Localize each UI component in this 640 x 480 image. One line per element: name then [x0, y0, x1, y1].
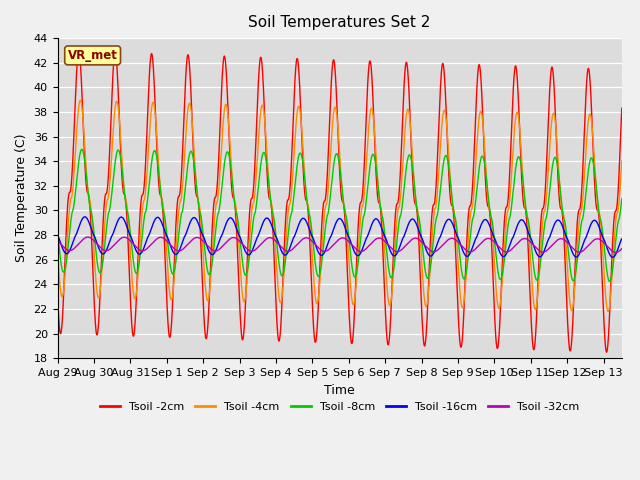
Tsoil -2cm [577, 201, 584, 207]
Tsoil -32cm [84, 234, 92, 240]
Tsoil -16cm [609, 254, 616, 260]
Tsoil -4cm [234, 219, 241, 225]
Tsoil -4cm [54, 248, 61, 253]
Tsoil -8cm [573, 255, 581, 261]
Tsoil -8cm [78, 146, 86, 152]
Tsoil -16cm [529, 241, 537, 247]
Legend: Tsoil -2cm, Tsoil -4cm, Tsoil -8cm, Tsoil -16cm, Tsoil -32cm: Tsoil -2cm, Tsoil -4cm, Tsoil -8cm, Tsoi… [96, 398, 584, 417]
Tsoil -16cm [54, 232, 61, 238]
Tsoil -2cm [54, 292, 61, 298]
Tsoil -4cm [76, 97, 84, 103]
Tsoil -8cm [577, 225, 584, 231]
Tsoil -8cm [529, 259, 537, 264]
Tsoil -2cm [87, 221, 95, 227]
Tsoil -32cm [529, 242, 537, 248]
Line: Tsoil -32cm: Tsoil -32cm [58, 237, 621, 252]
Tsoil -2cm [234, 246, 241, 252]
Tsoil -32cm [618, 246, 625, 252]
Tsoil -2cm [360, 169, 368, 175]
Tsoil -32cm [234, 236, 241, 242]
Tsoil -32cm [87, 235, 95, 241]
Line: Tsoil -8cm: Tsoil -8cm [58, 149, 621, 281]
Line: Tsoil -16cm: Tsoil -16cm [58, 217, 621, 257]
Tsoil -8cm [618, 196, 625, 202]
Tsoil -8cm [606, 278, 614, 284]
Tsoil -2cm [75, 48, 83, 54]
Tsoil -16cm [618, 236, 625, 242]
Tsoil -4cm [87, 204, 95, 210]
Tsoil -32cm [612, 250, 620, 255]
Tsoil -4cm [360, 195, 368, 201]
Tsoil -8cm [234, 214, 241, 220]
Tsoil -2cm [573, 217, 581, 223]
Y-axis label: Soil Temperature (C): Soil Temperature (C) [15, 134, 28, 263]
Tsoil -16cm [577, 248, 584, 254]
Tsoil -4cm [573, 242, 581, 248]
Title: Soil Temperatures Set 2: Soil Temperatures Set 2 [248, 15, 431, 30]
Tsoil -8cm [360, 213, 368, 218]
Tsoil -8cm [54, 229, 61, 235]
Tsoil -16cm [234, 228, 241, 234]
Tsoil -4cm [604, 309, 612, 314]
Tsoil -2cm [529, 344, 537, 350]
Tsoil -4cm [577, 210, 584, 216]
Tsoil -8cm [87, 208, 95, 214]
Tsoil -16cm [573, 254, 581, 260]
Tsoil -4cm [529, 293, 537, 299]
Tsoil -32cm [360, 248, 368, 253]
Tsoil -16cm [360, 242, 368, 248]
Tsoil -16cm [87, 225, 95, 230]
Tsoil -16cm [81, 214, 89, 220]
Line: Tsoil -2cm: Tsoil -2cm [58, 51, 621, 352]
Tsoil -2cm [603, 349, 611, 355]
Tsoil -2cm [618, 106, 625, 111]
Text: VR_met: VR_met [68, 49, 118, 62]
Line: Tsoil -4cm: Tsoil -4cm [58, 100, 621, 312]
Tsoil -32cm [573, 249, 581, 255]
X-axis label: Time: Time [324, 384, 355, 396]
Tsoil -32cm [54, 238, 61, 243]
Tsoil -4cm [618, 158, 625, 164]
Tsoil -32cm [577, 249, 584, 255]
